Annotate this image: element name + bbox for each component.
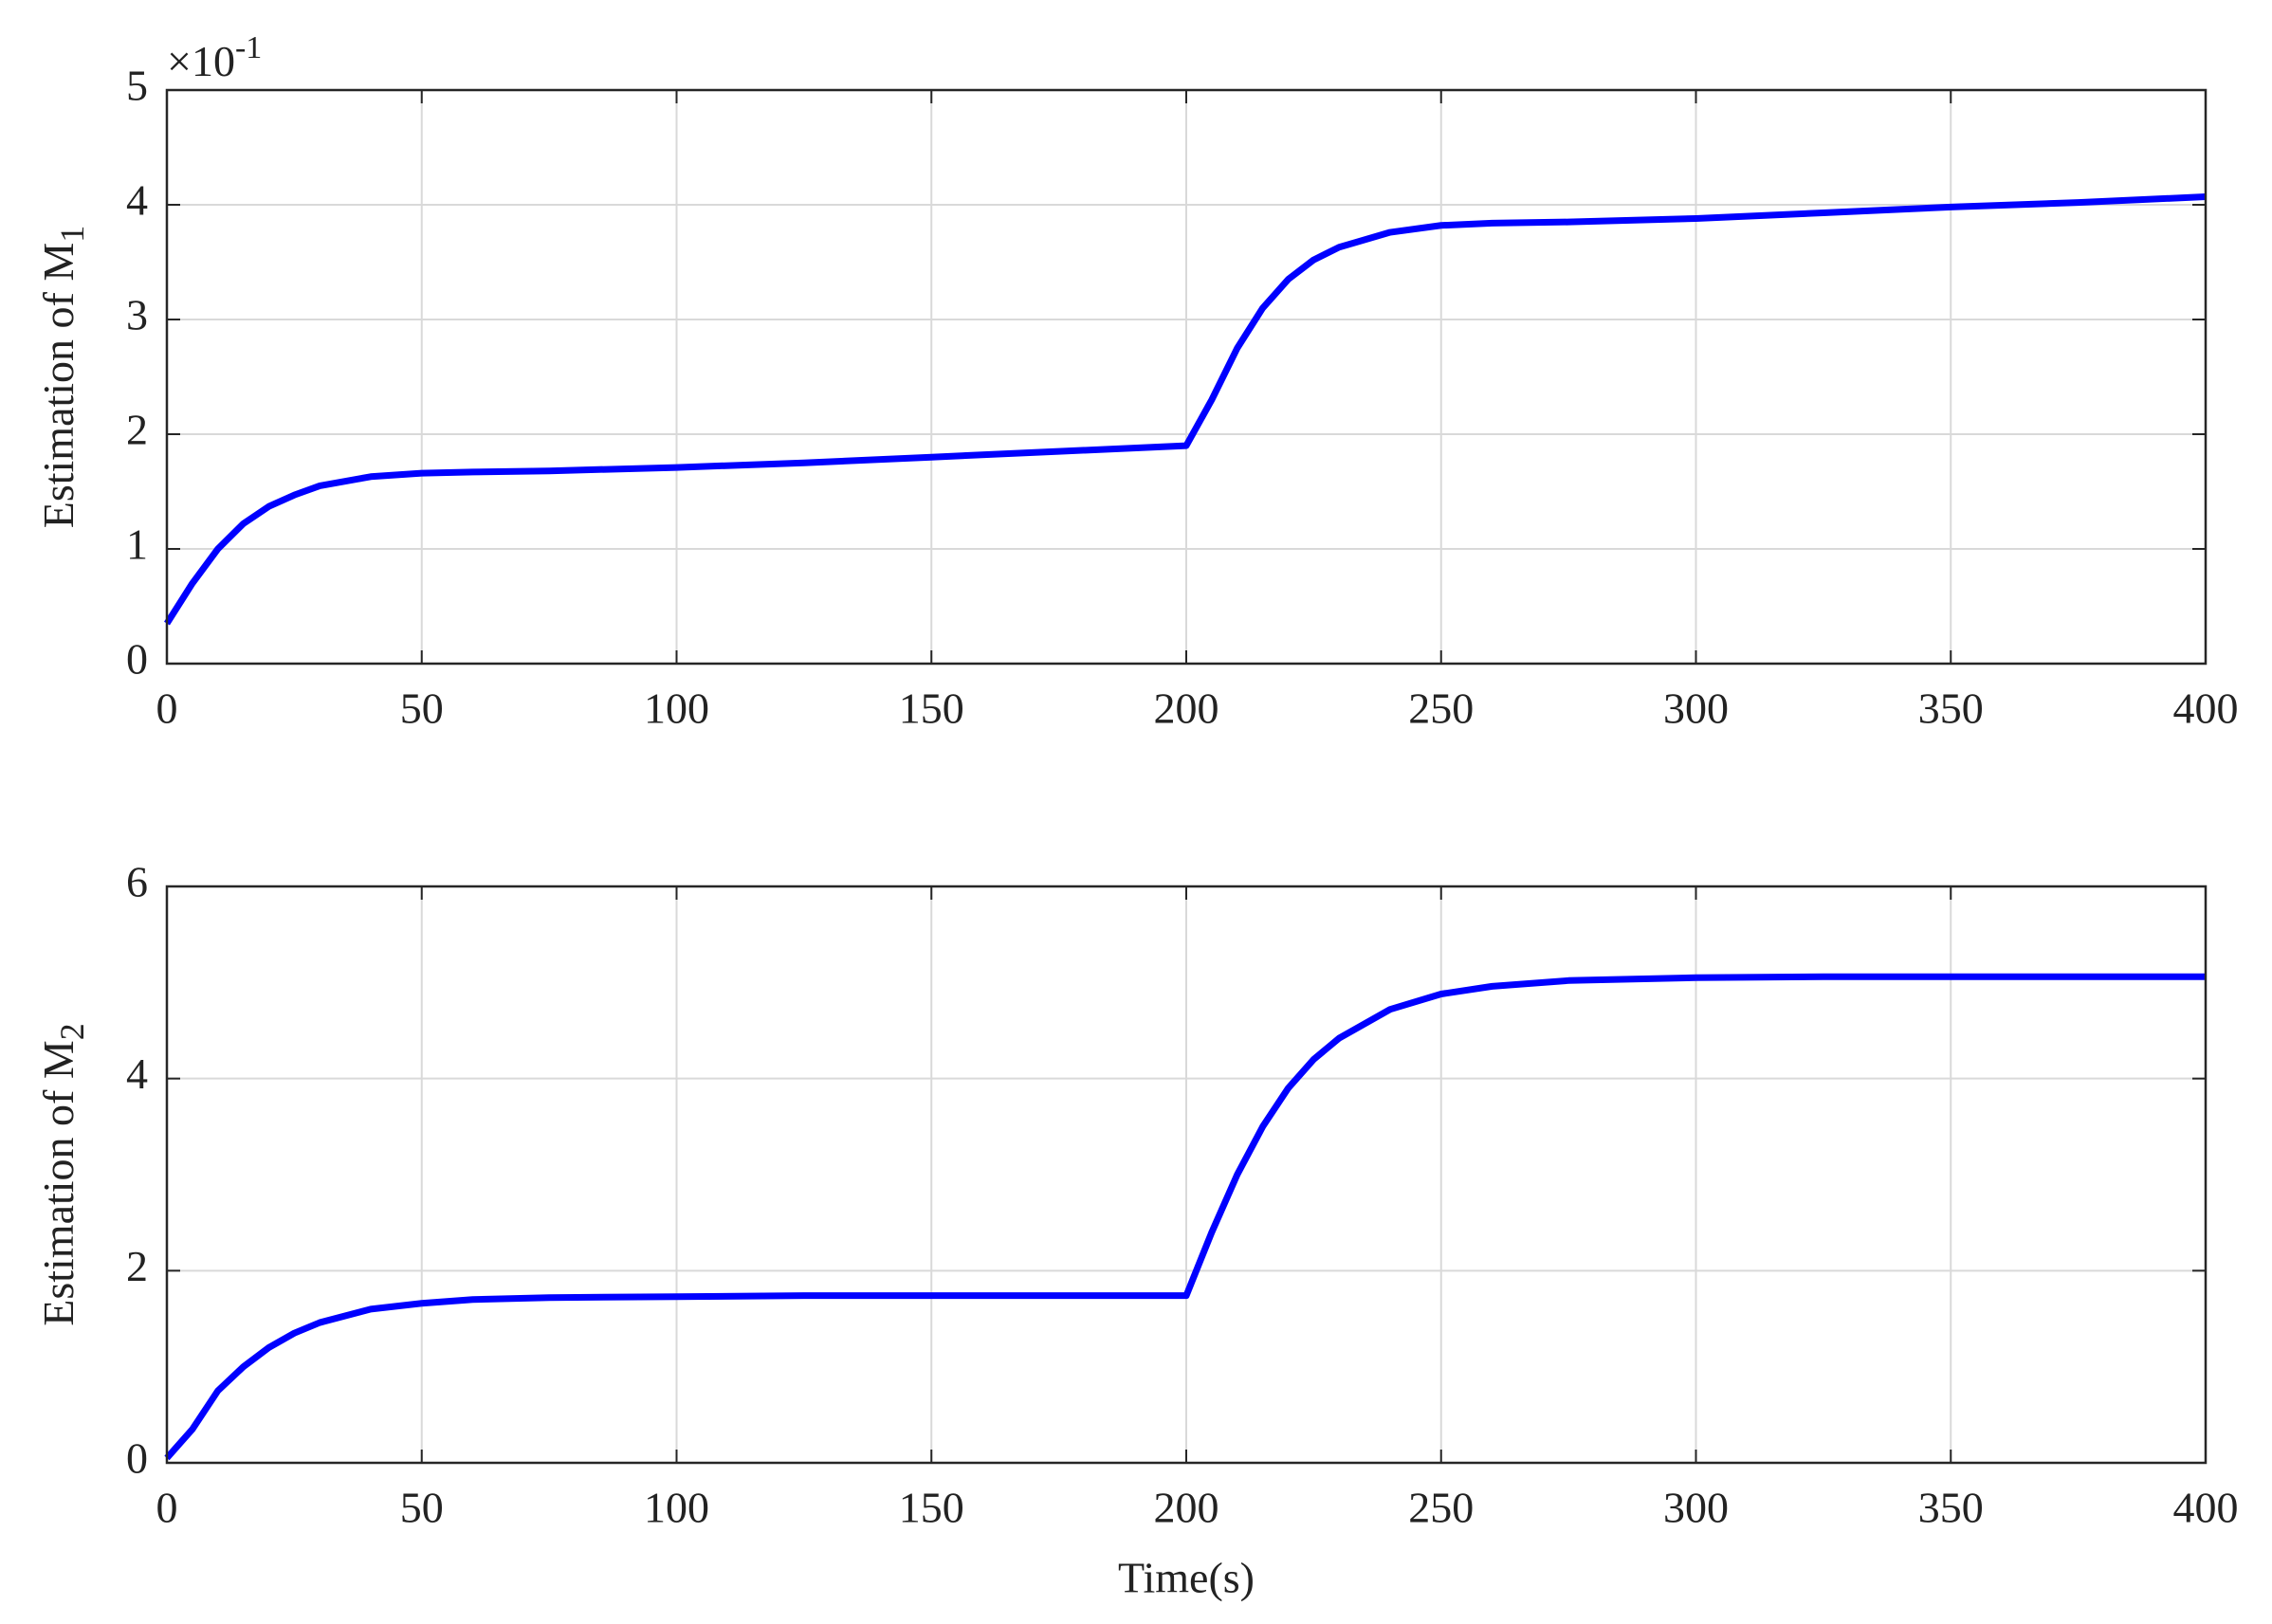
x-tick-label: 100 — [644, 1484, 709, 1532]
x-tick-label: 150 — [899, 684, 964, 733]
y-axis-label-text: Estimation of M — [34, 243, 82, 529]
x-tick-label: 400 — [2173, 1484, 2239, 1532]
x-tick-label: 300 — [1663, 684, 1729, 733]
y-tick-label: 2 — [126, 1242, 148, 1290]
y-tick-label: 3 — [126, 291, 148, 339]
y-multiplier-base: ×10 — [167, 37, 235, 85]
y-multiplier-exp: -1 — [235, 30, 262, 65]
y-tick-label: 4 — [126, 1049, 148, 1098]
axes-box — [165, 88, 2208, 666]
x-tick-label: 200 — [1154, 684, 1219, 733]
y-tick-label: 4 — [126, 176, 148, 225]
x-tick-label: 50 — [400, 1484, 444, 1532]
y-tick-label: 5 — [126, 62, 148, 110]
y-tick-label: 0 — [126, 635, 148, 684]
axes-box — [165, 885, 2208, 1465]
x-tick-label: 350 — [1918, 684, 1984, 733]
x-axis-label: Time(s) — [1118, 1554, 1255, 1602]
y-tick-label: 1 — [126, 520, 148, 569]
y-multiplier: ×10-1 — [167, 30, 262, 85]
x-tick-label: 50 — [400, 684, 444, 733]
y-axis-label: Estimation of M2 — [34, 1023, 92, 1326]
data-line — [164, 973, 2206, 1461]
x-tick-label: 250 — [1408, 1484, 1474, 1532]
y-tick-label: 2 — [126, 406, 148, 454]
y-axis-label-sub: 2 — [53, 1023, 91, 1040]
y-axis-label: Estimation of M1 — [34, 226, 92, 529]
data-line — [164, 193, 2207, 626]
x-tick-label: 0 — [156, 1484, 178, 1532]
x-tick-label: 400 — [2173, 684, 2239, 733]
x-tick-label: 350 — [1918, 1484, 1984, 1532]
y-axis-label-text: Estimation of M — [34, 1040, 82, 1326]
y-tick-label: 0 — [126, 1434, 148, 1483]
x-tick-label: 150 — [899, 1484, 964, 1532]
x-tick-label: 0 — [156, 684, 178, 733]
y-tick-label: 6 — [126, 858, 148, 906]
x-tick-label: 100 — [644, 684, 709, 733]
y-axis-label-sub: 1 — [53, 226, 91, 243]
x-tick-label: 200 — [1154, 1484, 1219, 1532]
x-tick-label: 250 — [1408, 684, 1474, 733]
x-tick-label: 300 — [1663, 1484, 1729, 1532]
